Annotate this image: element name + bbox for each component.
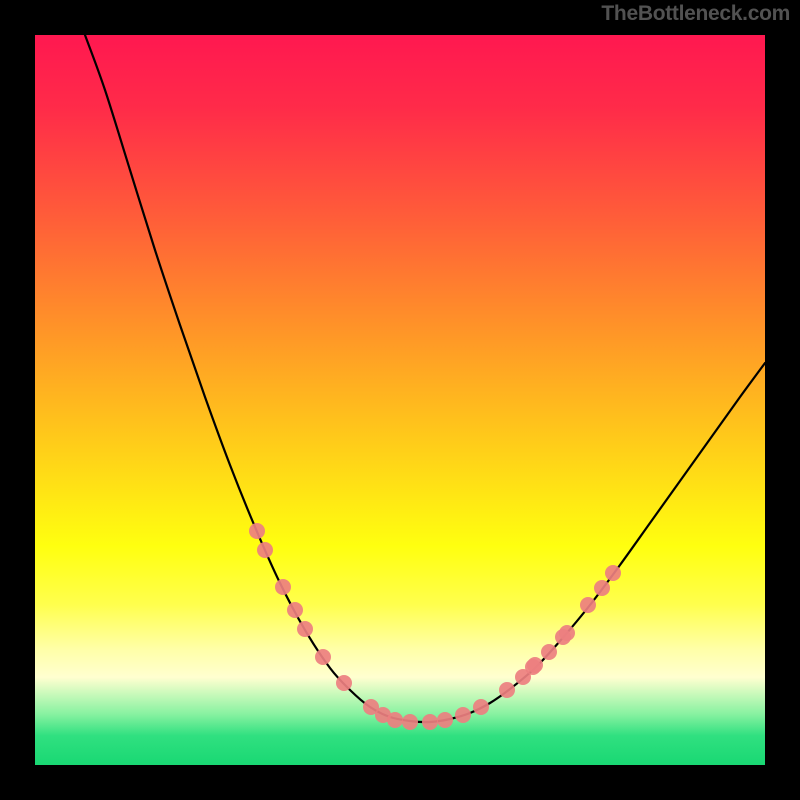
marker-point xyxy=(315,649,331,665)
marker-point xyxy=(297,621,313,637)
marker-point xyxy=(455,707,471,723)
marker-point xyxy=(387,712,403,728)
marker-point xyxy=(605,565,621,581)
curve-line xyxy=(85,35,765,722)
scatter-markers xyxy=(249,523,621,730)
plot-area xyxy=(35,35,765,765)
marker-point xyxy=(249,523,265,539)
marker-point xyxy=(422,714,438,730)
marker-point xyxy=(402,714,418,730)
marker-point xyxy=(287,602,303,618)
marker-point xyxy=(473,699,489,715)
marker-point xyxy=(336,675,352,691)
marker-point xyxy=(257,542,273,558)
marker-point xyxy=(275,579,291,595)
marker-point xyxy=(559,625,575,641)
marker-point xyxy=(499,682,515,698)
marker-point xyxy=(527,657,543,673)
watermark-text: TheBottleneck.com xyxy=(601,2,790,26)
marker-point xyxy=(594,580,610,596)
marker-point xyxy=(541,644,557,660)
bottleneck-curve xyxy=(35,35,765,765)
plot-frame xyxy=(25,25,775,775)
marker-point xyxy=(437,712,453,728)
marker-point xyxy=(580,597,596,613)
